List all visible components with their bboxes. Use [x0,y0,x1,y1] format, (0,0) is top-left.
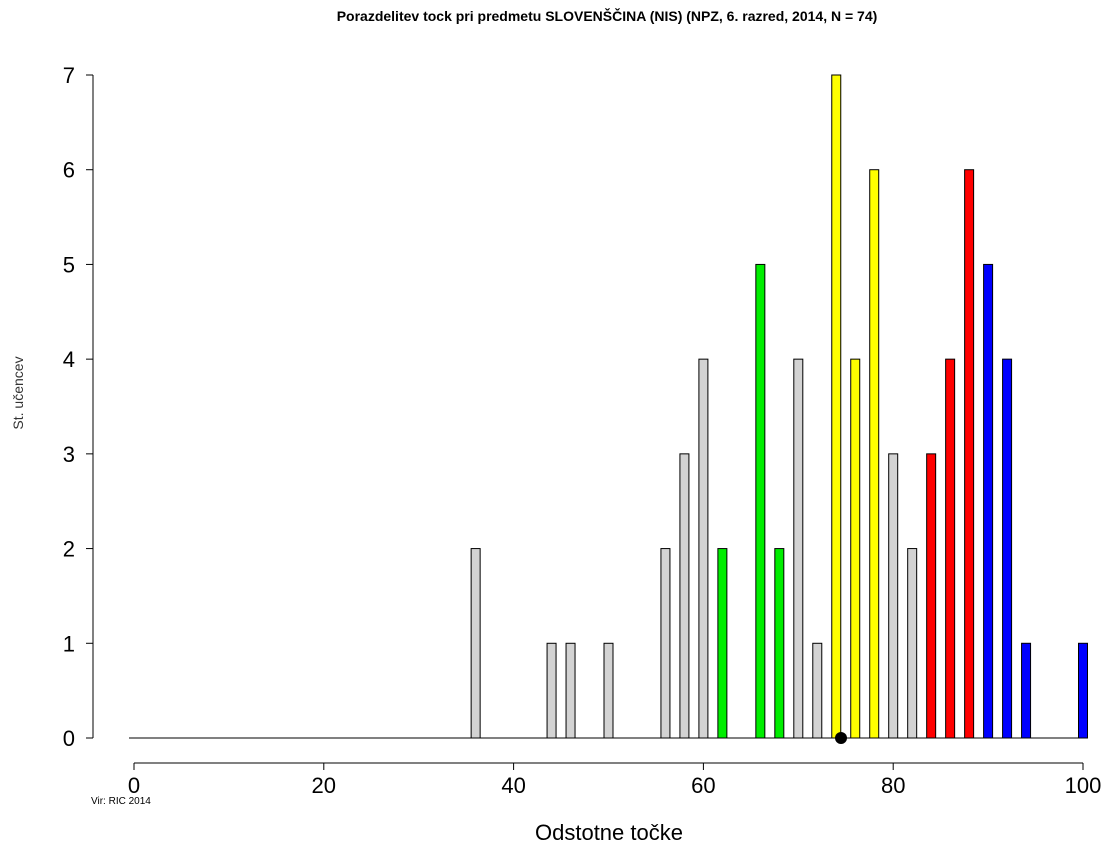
bar [755,263,766,739]
x-tick-label: 100 [1065,773,1102,798]
bar [698,358,709,739]
bar [888,453,899,739]
y-tick-label: 3 [63,442,75,467]
bar [926,453,937,739]
bar [907,548,918,739]
bar [565,642,576,739]
y-tick-label: 7 [63,63,75,88]
bar [793,358,804,739]
source-note: Vir: RIC 2014 [91,796,151,807]
bar [812,642,823,739]
bar [470,548,481,739]
bar [983,263,994,739]
bar [945,358,956,739]
bar [546,642,557,739]
x-tick-label: 60 [691,773,715,798]
bar [603,642,614,739]
x-axis: 0 20 40 60 80 100 [128,762,1102,798]
bar [1021,642,1032,739]
y-tick-label: 1 [63,631,75,656]
bar [679,453,690,739]
x-axis-label: Odstotne točke [535,820,683,845]
mean-marker [835,732,848,744]
chart-title: Porazdelitev tock pri predmetu SLOVENŠČI… [337,7,878,24]
y-axis-label: St. učencev [10,356,26,429]
bar [774,548,785,739]
y-tick-label: 2 [63,537,75,562]
y-tick-label: 0 [63,726,75,751]
bar [717,548,728,739]
bar [1078,642,1088,739]
x-tick-label: 0 [128,773,140,798]
y-tick-label: 4 [63,347,75,372]
x-tick-label: 20 [312,773,336,798]
y-tick-label: 5 [63,252,75,277]
y-tick-label: 6 [63,158,75,183]
x-tick-label: 80 [881,773,905,798]
bar [831,74,842,739]
bar [1002,358,1013,739]
x-tick-label: 40 [501,773,525,798]
bar [964,169,975,739]
bar [660,548,671,739]
bar [869,169,880,739]
y-axis: 0 1 2 3 4 5 6 7 [63,63,94,751]
bars-group [470,74,1088,739]
bar [850,358,861,739]
